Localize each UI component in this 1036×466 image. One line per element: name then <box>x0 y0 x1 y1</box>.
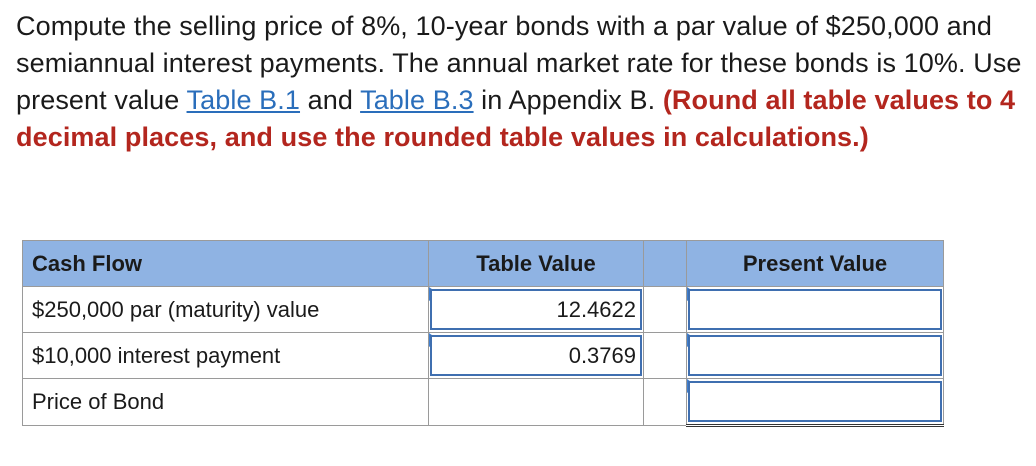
blank-cell <box>643 332 687 379</box>
header-blank <box>643 240 687 287</box>
present-value-cell <box>686 378 944 427</box>
question-part-3: in Appendix B. <box>473 85 663 115</box>
present-value-table: Cash Flow Table Value Present Value $250… <box>22 240 944 427</box>
price-of-bond-input[interactable] <box>688 381 942 422</box>
header-present-value: Present Value <box>686 240 944 287</box>
row-label-par-value: $250,000 par (maturity) value <box>22 286 429 333</box>
table-row: Price of Bond <box>22 378 944 427</box>
present-value-input-interest[interactable] <box>688 335 942 376</box>
table-row: $10,000 interest payment 0.3769 <box>22 332 944 379</box>
table-header-row: Cash Flow Table Value Present Value <box>22 240 944 287</box>
header-cash-flow: Cash Flow <box>22 240 429 287</box>
empty-cell <box>428 378 644 426</box>
blank-cell <box>643 378 687 426</box>
row-label-price: Price of Bond <box>22 378 429 426</box>
blank-cell <box>643 286 687 333</box>
table-value-input-par[interactable]: 12.4622 <box>430 289 642 330</box>
rounding-instruction: (Round all table values to 4 decimal pla… <box>16 85 1016 152</box>
table-value-input-interest[interactable]: 0.3769 <box>430 335 642 376</box>
present-value-input-par[interactable] <box>688 289 942 330</box>
table-b1-link[interactable]: Table B.1 <box>186 85 301 115</box>
header-table-value: Table Value <box>428 240 644 287</box>
table-value-cell: 0.3769 <box>428 332 644 379</box>
table-value-cell: 12.4622 <box>428 286 644 333</box>
present-value-cell <box>686 286 944 333</box>
row-label-interest: $10,000 interest payment <box>22 332 429 379</box>
present-value-cell <box>686 332 944 379</box>
question-part-2: and <box>300 85 361 115</box>
table-row: $250,000 par (maturity) value 12.4622 <box>22 286 944 333</box>
question-text: Compute the selling price of 8%, 10-year… <box>16 8 1026 156</box>
table-b3-link[interactable]: Table B.3 <box>360 85 474 115</box>
question-part-1: Compute the selling price of 8%, 10-year… <box>16 11 1022 115</box>
